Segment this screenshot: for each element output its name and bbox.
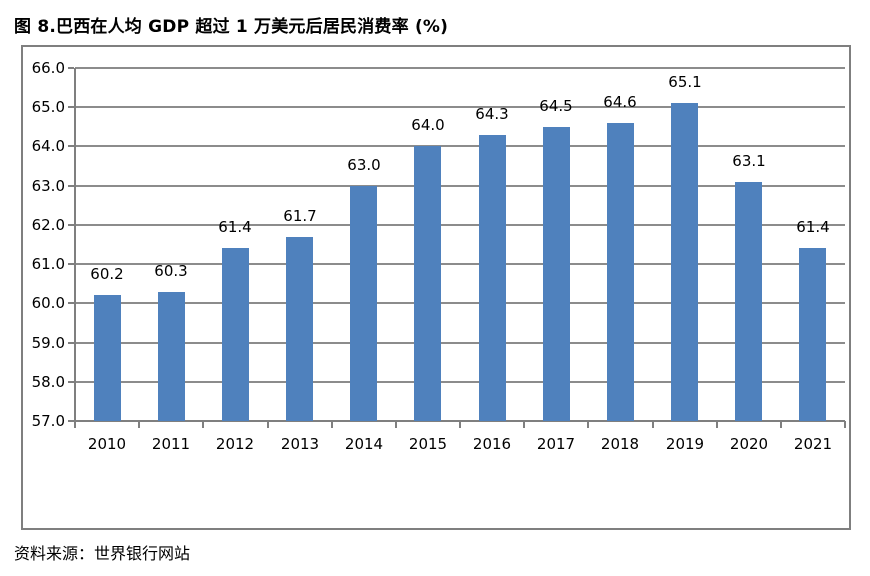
x-axis-tick	[331, 421, 333, 428]
y-axis-tick	[68, 185, 74, 187]
x-axis-label-2016: 2016	[472, 435, 512, 453]
y-axis-line	[74, 68, 76, 427]
y-axis-tick	[68, 145, 74, 147]
y-axis-tick	[68, 67, 74, 69]
y-axis-tick-label: 63.0	[31, 177, 65, 195]
y-axis-tick-label: 58.0	[31, 373, 65, 391]
x-axis-label-2011: 2011	[151, 435, 191, 453]
data-label-2010: 60.2	[90, 265, 124, 283]
data-label-2015: 64.0	[411, 116, 445, 134]
bar-2013	[286, 237, 313, 421]
x-axis-tick	[780, 421, 782, 428]
gridline	[75, 106, 845, 108]
y-axis-tick	[68, 420, 74, 422]
bar-2011	[158, 292, 185, 421]
data-label-2017: 64.5	[539, 97, 573, 115]
bar-2016	[479, 135, 506, 421]
x-axis-label-2020: 2020	[729, 435, 769, 453]
x-axis-label-2021: 2021	[793, 435, 833, 453]
bar-2014	[350, 186, 377, 421]
y-axis-tick	[68, 106, 74, 108]
y-axis-tick	[68, 224, 74, 226]
y-axis-tick-label: 60.0	[31, 294, 65, 312]
x-axis-tick	[459, 421, 461, 428]
y-axis-tick-label: 61.0	[31, 255, 65, 273]
data-label-2018: 64.6	[603, 93, 637, 111]
x-axis-tick	[587, 421, 589, 428]
bar-2018	[607, 123, 634, 421]
x-axis-label-2018: 2018	[600, 435, 640, 453]
gridline	[75, 185, 845, 187]
y-axis-tick-label: 62.0	[31, 216, 65, 234]
data-label-2019: 65.1	[668, 73, 702, 91]
x-axis-label-2017: 2017	[536, 435, 576, 453]
x-axis-tick	[652, 421, 654, 428]
data-label-2013: 61.7	[283, 207, 317, 225]
x-axis-label-2012: 2012	[215, 435, 255, 453]
bar-2020	[735, 182, 762, 421]
y-axis-tick	[68, 302, 74, 304]
gridline	[75, 302, 845, 304]
x-axis-label-2019: 2019	[665, 435, 705, 453]
data-label-2020: 63.1	[732, 152, 766, 170]
y-axis-tick-label: 66.0	[31, 59, 65, 77]
y-axis-tick-label: 59.0	[31, 334, 65, 352]
x-axis-tick	[716, 421, 718, 428]
bar-2019	[671, 103, 698, 421]
data-label-2014: 63.0	[347, 156, 381, 174]
data-label-2016: 64.3	[475, 105, 509, 123]
gridline	[75, 67, 845, 69]
x-axis-tick	[202, 421, 204, 428]
gridline	[75, 342, 845, 344]
bar-2017	[543, 127, 570, 421]
x-axis-tick	[844, 421, 846, 428]
y-axis-tick-label: 64.0	[31, 137, 65, 155]
x-axis-label-2013: 2013	[280, 435, 320, 453]
y-axis-tick	[68, 381, 74, 383]
bar-2015	[414, 146, 441, 421]
source-note: 资料来源：世界银行网站	[14, 544, 191, 563]
x-axis-tick	[523, 421, 525, 428]
gridline	[75, 263, 845, 265]
data-label-2021: 61.4	[796, 218, 830, 236]
x-axis-label-2014: 2014	[344, 435, 384, 453]
figure-title: 图 8.巴西在人均 GDP 超过 1 万美元后居民消费率 (%)	[14, 17, 449, 37]
chart-frame: 66.0 65.0 64.0 63.0 62.0 61.0 60.0 59.0 58.0 57.0…	[21, 45, 851, 530]
x-axis-label-2010: 2010	[87, 435, 127, 453]
bar-2021	[799, 248, 826, 421]
bar-2010	[94, 295, 121, 421]
x-axis-tick	[138, 421, 140, 428]
y-axis-tick-label: 57.0	[31, 412, 65, 430]
data-label-2011: 60.3	[154, 262, 188, 280]
y-axis-tick	[68, 263, 74, 265]
data-label-2012: 61.4	[218, 218, 252, 236]
bar-2012	[222, 248, 249, 421]
gridline	[75, 381, 845, 383]
x-axis-tick	[267, 421, 269, 428]
y-axis-tick-label: 65.0	[31, 98, 65, 116]
gridline	[75, 224, 845, 226]
gridline	[75, 145, 845, 147]
x-axis-tick	[395, 421, 397, 428]
x-axis-label-2015: 2015	[408, 435, 448, 453]
y-axis-tick	[68, 342, 74, 344]
x-axis-tick	[74, 421, 76, 428]
plot-area: 66.0 65.0 64.0 63.0 62.0 61.0 60.0 59.0 58.0 57.0…	[23, 47, 849, 528]
